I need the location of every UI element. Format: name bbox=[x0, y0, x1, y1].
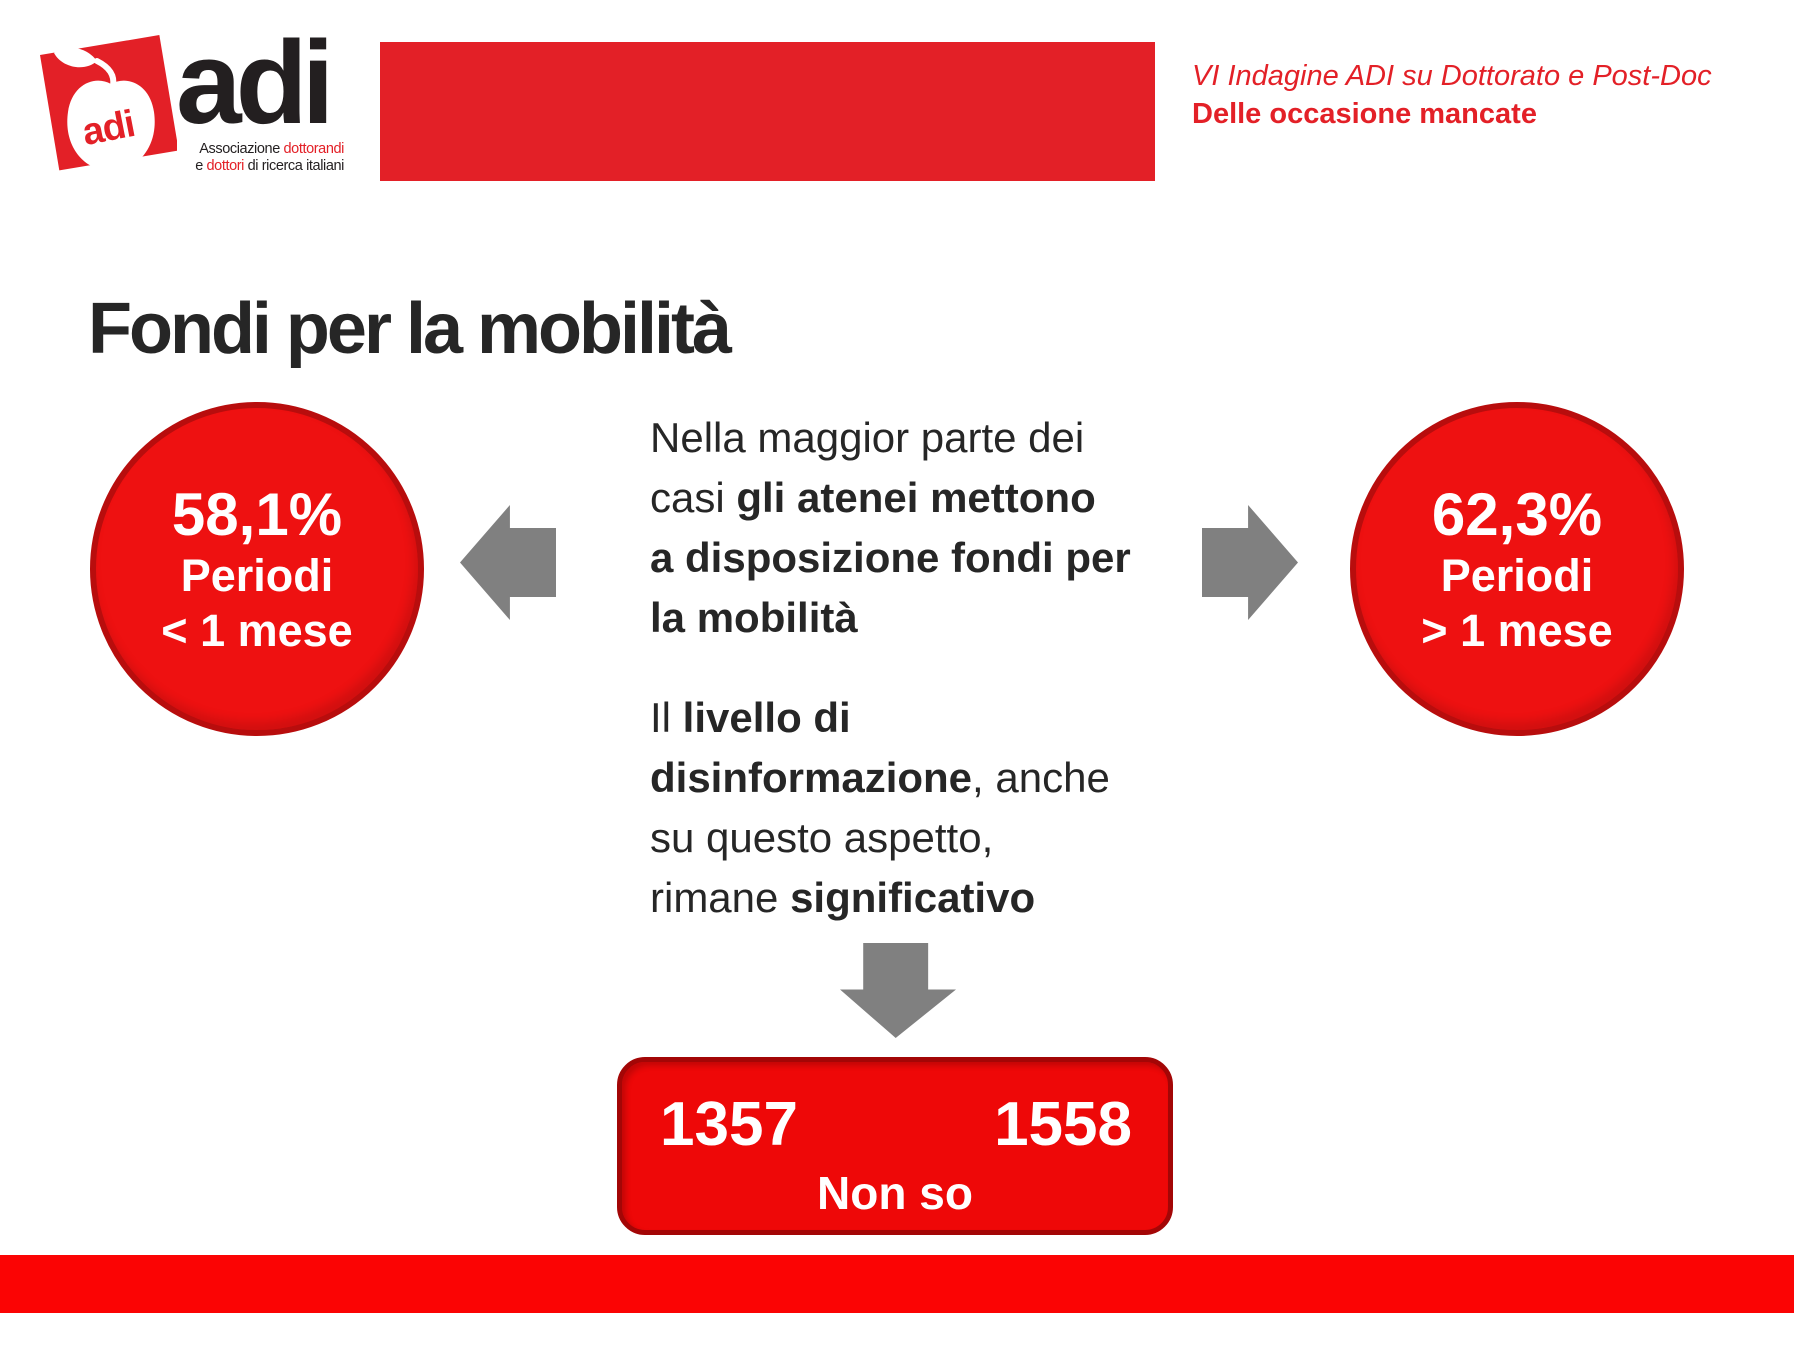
text-run: rimane bbox=[650, 874, 791, 921]
nonso-value-left: 1357 bbox=[660, 1090, 798, 1159]
page-title: Fondi per la mobilità bbox=[88, 289, 732, 369]
stat-bubble-right: 62,3% Periodi > 1 mese bbox=[1350, 402, 1684, 736]
header-survey-subtitle: Delle occasione mancate bbox=[1192, 98, 1537, 130]
text-run: gli atenei mettono bbox=[736, 474, 1096, 521]
text-run: casi bbox=[650, 474, 737, 521]
paragraph-disinformation: Il livello di disinformazione, anche su qu… bbox=[650, 688, 1110, 928]
text-run: su questo aspetto, bbox=[650, 814, 994, 861]
logo-wordmark: adi bbox=[176, 17, 334, 149]
apple-body-shape bbox=[67, 80, 155, 171]
text-run: di ricerca italiani bbox=[244, 157, 345, 174]
stat-label2-right: > 1 mese bbox=[1421, 604, 1613, 656]
nonso-values-row: 1357 1558 bbox=[622, 1062, 1168, 1156]
arrow-right-icon bbox=[1202, 505, 1298, 620]
stat-value-right: 62,3% bbox=[1431, 480, 1603, 548]
text-run: a disposizione fondi per bbox=[650, 534, 1131, 581]
adi-apple-logo-icon: adi bbox=[40, 35, 177, 171]
text-run: Nella maggior parte dei bbox=[650, 414, 1085, 461]
text-run: Associazione bbox=[199, 141, 284, 157]
nonso-label: Non so bbox=[817, 1167, 973, 1219]
text-run: dottori bbox=[206, 157, 245, 174]
text-run: dottorandi bbox=[283, 141, 345, 157]
nonso-value-right: 1558 bbox=[994, 1090, 1132, 1159]
header-survey-title: VI Indagine ADI su Dottorato e Post-Doc bbox=[1192, 60, 1712, 92]
header-banner bbox=[380, 42, 1155, 181]
apple-logo-text: adi bbox=[79, 103, 138, 154]
text-run: e bbox=[195, 157, 207, 174]
footer-bar bbox=[0, 1255, 1794, 1313]
logo-tagline-line2: e dottori di ricerca italiani bbox=[162, 158, 344, 175]
arrow-left-icon bbox=[460, 505, 556, 620]
stat-bubble-left: 58,1% Periodi < 1 mese bbox=[90, 402, 424, 736]
text-run: significativo bbox=[790, 874, 1036, 921]
apple-leaf-shape bbox=[54, 47, 97, 68]
stat-label1-left: Periodi bbox=[180, 549, 334, 601]
logo-tagline: Associazione dottorandi e dottori di ric… bbox=[162, 141, 344, 174]
text-run: Il bbox=[650, 694, 683, 741]
stat-label2-left: < 1 mese bbox=[161, 604, 353, 656]
apple-stem-shape bbox=[94, 58, 117, 89]
logo-tagline-line1: Associazione dottorandi bbox=[162, 141, 344, 158]
paragraph-funds: Nella maggior parte dei casi gli atenei m… bbox=[650, 408, 1131, 648]
stat-value-left: 58,1% bbox=[171, 480, 343, 548]
arrow-down-icon bbox=[840, 943, 956, 1038]
nonso-box: 1357 1558 Non so bbox=[617, 1057, 1173, 1235]
text-run: , anche bbox=[972, 754, 1110, 801]
text-run: livello di bbox=[682, 694, 851, 741]
text-run: disinformazione bbox=[650, 754, 973, 801]
text-run: la mobilità bbox=[650, 594, 858, 641]
stat-label1-right: Periodi bbox=[1440, 549, 1594, 601]
